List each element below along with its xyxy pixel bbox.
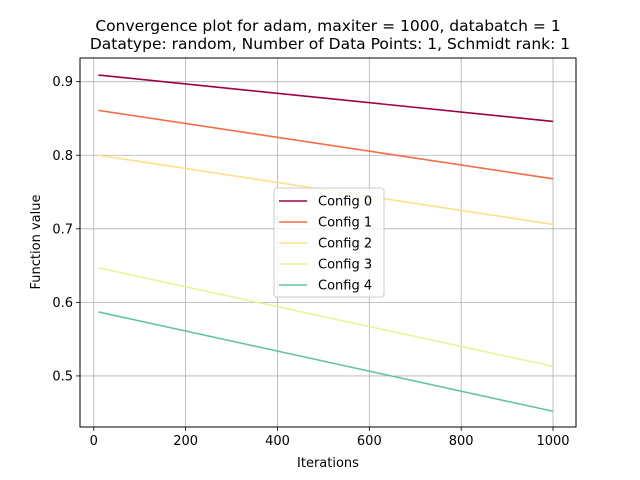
legend-label-config-0: Config 0 — [318, 195, 372, 210]
x-tick-label: 600 — [357, 434, 382, 449]
legend-box — [273, 187, 385, 298]
y-tick-label: 0.7 — [52, 222, 73, 237]
series-line-config-0 — [98, 74, 554, 123]
y-tick-label: 0.8 — [52, 149, 73, 164]
y-tick-label: 0.9 — [52, 75, 73, 90]
chart-title-line1: Convergence plot for adam, maxiter = 100… — [95, 17, 560, 35]
legend-label-config-3: Config 3 — [318, 258, 372, 273]
y-tick-label: 0.6 — [52, 296, 73, 311]
legend-label-config-2: Config 2 — [318, 237, 372, 252]
series-line-config-3 — [98, 267, 554, 368]
plot-frame — [79, 57, 577, 428]
series-line-config-1 — [98, 109, 554, 180]
legend-label-config-4: Config 4 — [318, 279, 372, 294]
series-line-config-4 — [98, 311, 554, 413]
x-tick-label: 0 — [90, 434, 98, 449]
x-tick-label: 400 — [265, 434, 290, 449]
chart-title-line2: Datatype: random, Number of Data Points:… — [90, 35, 570, 53]
y-axis-label: Function value — [29, 195, 44, 290]
y-tick-label: 0.5 — [52, 369, 73, 384]
x-tick-label: 1000 — [536, 434, 569, 449]
x-axis-label: Iterations — [297, 456, 359, 471]
x-tick-label: 800 — [449, 434, 474, 449]
legend-label-config-1: Config 1 — [318, 216, 372, 231]
axis-ticks: 0 200 400 600 800 1000 0.5 0.6 0.7 0.8 0.9 — [52, 75, 569, 449]
legend: Config 0 Config 1 Config 2 Config 3 Config 4 — [273, 187, 385, 298]
x-tick-label: 200 — [173, 434, 198, 449]
